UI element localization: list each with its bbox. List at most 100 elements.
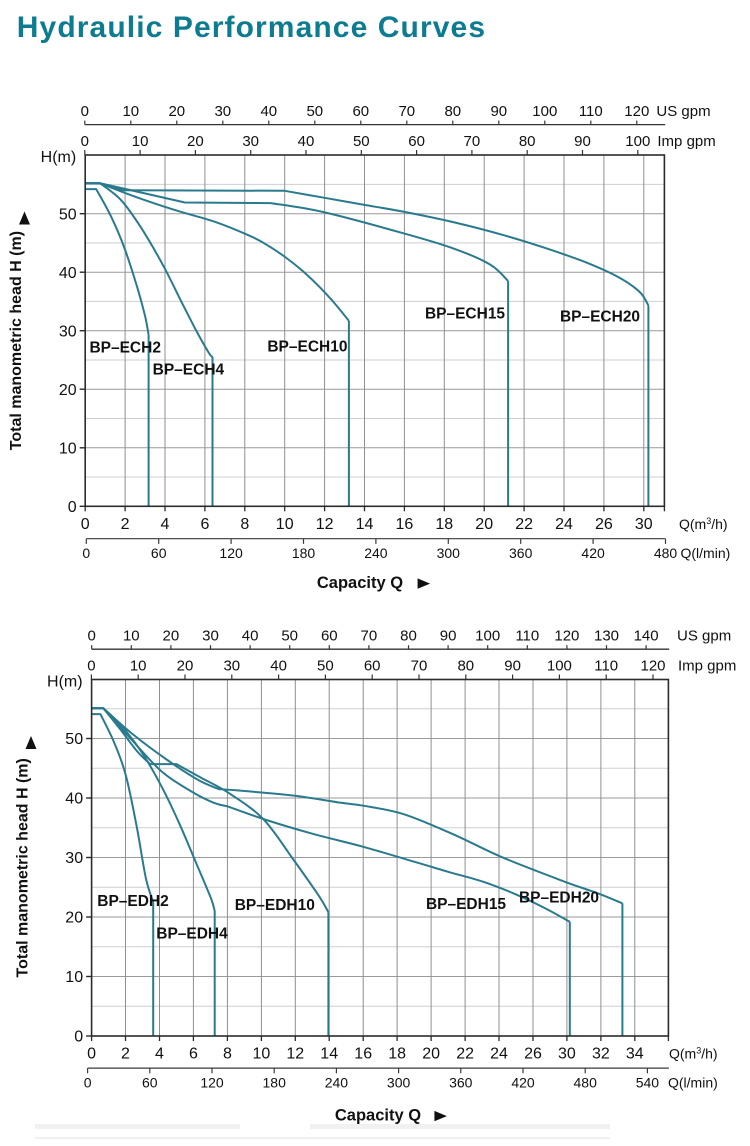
svg-text:20: 20 bbox=[422, 1046, 440, 1063]
svg-text:Imp gpm: Imp gpm bbox=[657, 133, 715, 150]
svg-text:110: 110 bbox=[594, 658, 618, 675]
svg-text:6: 6 bbox=[200, 516, 209, 533]
svg-text:240: 240 bbox=[325, 1075, 349, 1091]
svg-text:130: 130 bbox=[594, 628, 619, 645]
svg-text:BP–ECH2: BP–ECH2 bbox=[89, 340, 161, 357]
svg-text:300: 300 bbox=[387, 1075, 411, 1091]
svg-text:2: 2 bbox=[121, 516, 130, 533]
svg-text:60: 60 bbox=[142, 1075, 158, 1091]
svg-text:30: 30 bbox=[223, 658, 240, 675]
svg-text:20: 20 bbox=[163, 628, 180, 645]
svg-text:360: 360 bbox=[509, 545, 533, 561]
svg-text:0: 0 bbox=[87, 1046, 96, 1063]
svg-text:40: 40 bbox=[298, 133, 315, 150]
svg-text:90: 90 bbox=[504, 658, 521, 675]
svg-text:Imp gpm: Imp gpm bbox=[678, 658, 736, 675]
svg-text:12: 12 bbox=[316, 516, 334, 533]
svg-text:18: 18 bbox=[388, 1046, 406, 1063]
svg-text:100: 100 bbox=[625, 133, 650, 150]
svg-text:180: 180 bbox=[263, 1075, 287, 1091]
svg-text:0: 0 bbox=[87, 658, 95, 675]
svg-text:70: 70 bbox=[361, 628, 378, 645]
svg-text:80: 80 bbox=[457, 658, 474, 675]
svg-text:420: 420 bbox=[511, 1075, 535, 1091]
svg-text:30: 30 bbox=[59, 323, 77, 340]
svg-text:110: 110 bbox=[579, 103, 603, 120]
svg-text:40: 40 bbox=[270, 658, 287, 675]
svg-text:US gpm: US gpm bbox=[656, 103, 710, 120]
svg-text:BP–ECH20: BP–ECH20 bbox=[560, 309, 640, 326]
svg-text:Q(l/min): Q(l/min) bbox=[681, 545, 731, 561]
svg-text:50: 50 bbox=[353, 133, 370, 150]
svg-text:50: 50 bbox=[306, 103, 323, 120]
svg-text:420: 420 bbox=[581, 545, 605, 561]
svg-text:60: 60 bbox=[352, 103, 369, 120]
svg-text:30: 30 bbox=[558, 1046, 576, 1063]
svg-text:60: 60 bbox=[364, 658, 381, 675]
svg-text:18: 18 bbox=[435, 516, 453, 533]
svg-text:0: 0 bbox=[81, 103, 89, 120]
svg-text:360: 360 bbox=[449, 1075, 473, 1091]
svg-text:30: 30 bbox=[214, 103, 231, 120]
svg-text:70: 70 bbox=[464, 133, 481, 150]
svg-text:2: 2 bbox=[121, 1046, 130, 1063]
svg-text:4: 4 bbox=[155, 1046, 164, 1063]
svg-text:4: 4 bbox=[161, 516, 170, 533]
svg-text:30: 30 bbox=[635, 516, 653, 533]
svg-text:26: 26 bbox=[595, 516, 613, 533]
svg-text:100: 100 bbox=[532, 103, 557, 120]
svg-text:0: 0 bbox=[82, 545, 90, 561]
svg-text:BP–ECH4: BP–ECH4 bbox=[153, 362, 225, 379]
svg-text:90: 90 bbox=[440, 628, 457, 645]
svg-text:10: 10 bbox=[253, 1046, 271, 1063]
svg-text:100: 100 bbox=[547, 658, 572, 675]
svg-text:60: 60 bbox=[321, 628, 338, 645]
svg-text:10: 10 bbox=[123, 628, 140, 645]
svg-text:Total manometric head H (m): Total manometric head H (m) bbox=[8, 231, 25, 450]
svg-text:80: 80 bbox=[519, 133, 536, 150]
svg-text:8: 8 bbox=[240, 516, 249, 533]
svg-text:24: 24 bbox=[555, 516, 573, 533]
svg-text:70: 70 bbox=[411, 658, 428, 675]
svg-text:540: 540 bbox=[636, 1075, 660, 1091]
svg-text:Q(m3/h): Q(m3/h) bbox=[669, 1046, 718, 1062]
svg-text:70: 70 bbox=[398, 103, 415, 120]
svg-text:US gpm: US gpm bbox=[677, 628, 731, 645]
svg-text:6: 6 bbox=[189, 1046, 198, 1063]
svg-text:180: 180 bbox=[292, 545, 316, 561]
svg-text:0: 0 bbox=[68, 499, 77, 516]
svg-text:BP–ECH15: BP–ECH15 bbox=[425, 306, 505, 323]
svg-text:60: 60 bbox=[151, 545, 167, 561]
svg-text:24: 24 bbox=[490, 1046, 508, 1063]
svg-text:Q(l/min): Q(l/min) bbox=[668, 1075, 718, 1091]
svg-text:0: 0 bbox=[81, 133, 89, 150]
svg-text:30: 30 bbox=[242, 133, 259, 150]
svg-text:12: 12 bbox=[286, 1046, 304, 1063]
svg-text:BP–EDH4: BP–EDH4 bbox=[156, 926, 228, 943]
svg-text:20: 20 bbox=[65, 910, 83, 927]
svg-text:H(m): H(m) bbox=[47, 674, 83, 691]
svg-text:14: 14 bbox=[356, 516, 374, 533]
svg-text:34: 34 bbox=[626, 1046, 644, 1063]
svg-text:100: 100 bbox=[475, 628, 500, 645]
svg-text:50: 50 bbox=[317, 658, 334, 675]
svg-text:30: 30 bbox=[65, 850, 83, 867]
svg-text:20: 20 bbox=[168, 103, 185, 120]
svg-text:120: 120 bbox=[624, 103, 649, 120]
svg-text:80: 80 bbox=[400, 628, 417, 645]
svg-text:0: 0 bbox=[74, 1029, 83, 1046]
svg-text:16: 16 bbox=[354, 1046, 372, 1063]
svg-text:32: 32 bbox=[592, 1046, 610, 1063]
svg-text:480: 480 bbox=[654, 545, 678, 561]
svg-text:BP–ECH10: BP–ECH10 bbox=[267, 339, 347, 356]
svg-text:BP–EDH20: BP–EDH20 bbox=[519, 890, 599, 907]
svg-text:Total manometric head H (m): Total manometric head H (m) bbox=[15, 758, 32, 977]
svg-text:60: 60 bbox=[408, 133, 425, 150]
svg-text:22: 22 bbox=[456, 1046, 474, 1063]
svg-text:0: 0 bbox=[88, 628, 96, 645]
svg-text:480: 480 bbox=[574, 1075, 598, 1091]
svg-text:10: 10 bbox=[122, 103, 139, 120]
svg-text:10: 10 bbox=[132, 133, 149, 150]
svg-text:300: 300 bbox=[437, 545, 461, 561]
svg-text:22: 22 bbox=[515, 516, 533, 533]
